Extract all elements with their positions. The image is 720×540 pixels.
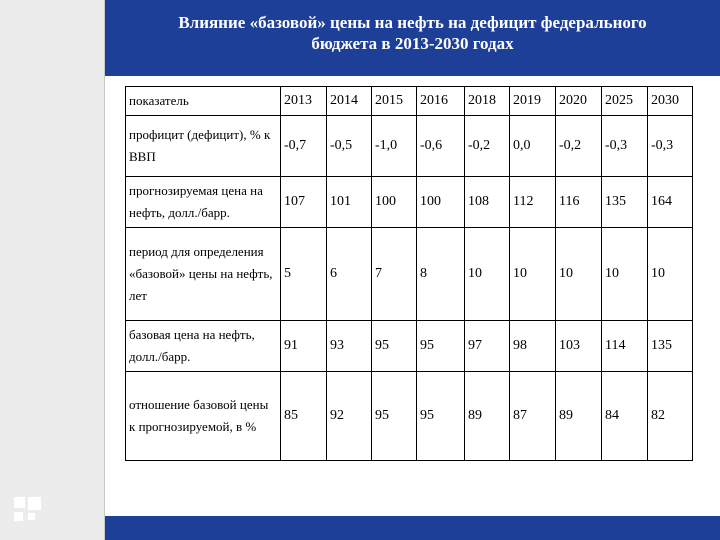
row-label: профицит (дефицит), % к ВВП	[125, 115, 281, 177]
table-cell: -1,0	[371, 115, 417, 177]
table-cell: 95	[416, 371, 465, 461]
table-cell: 84	[601, 371, 648, 461]
table-cell: 114	[601, 320, 648, 372]
table-row: профицит (дефицит), % к ВВП -0,7 -0,5 -1…	[125, 115, 693, 177]
table-cell: 89	[555, 371, 602, 461]
table-header-row: показатель 2013 2014 2015 2016 2018 2019…	[125, 86, 693, 116]
table-cell: 10	[464, 227, 510, 321]
slide-title-line-2: бюджета в 2013-2030 годах	[311, 34, 514, 53]
table-cell: 10	[601, 227, 648, 321]
table-row: отношение базовой цены к прогнозируемой,…	[125, 371, 693, 461]
table-cell: 108	[464, 176, 510, 228]
table-cell: 135	[647, 320, 693, 372]
table-row: базовая цена на нефть, долл./барр. 91 93…	[125, 320, 693, 372]
header-cell: 2016	[416, 86, 465, 116]
header-cell: 2025	[601, 86, 648, 116]
table-cell: 95	[371, 320, 417, 372]
table-cell: 98	[509, 320, 556, 372]
table-cell: -0,5	[326, 115, 372, 177]
budget-table: показатель 2013 2014 2015 2016 2018 2019…	[125, 86, 693, 461]
table-cell: 92	[326, 371, 372, 461]
table-cell: 91	[280, 320, 327, 372]
table-cell: 112	[509, 176, 556, 228]
table-cell: 97	[464, 320, 510, 372]
table-cell: 107	[280, 176, 327, 228]
table-cell: -0,6	[416, 115, 465, 177]
table-cell: 7	[371, 227, 417, 321]
table-cell: -0,2	[464, 115, 510, 177]
table-cell: 10	[555, 227, 602, 321]
row-label: базовая цена на нефть, долл./барр.	[125, 320, 281, 372]
row-label: отношение базовой цены к прогнозируемой,…	[125, 371, 281, 461]
table-cell: -0,3	[601, 115, 648, 177]
header-cell: 2020	[555, 86, 602, 116]
table-cell: 5	[280, 227, 327, 321]
sidebar-divider	[104, 0, 105, 540]
header-cell: 2018	[464, 86, 510, 116]
table-cell: 6	[326, 227, 372, 321]
table-cell: -0,7	[280, 115, 327, 177]
table-cell: 116	[555, 176, 602, 228]
table-cell: 101	[326, 176, 372, 228]
header-cell: 2013	[280, 86, 327, 116]
table-cell: 82	[647, 371, 693, 461]
row-label: период для определения «базовой» цены на…	[125, 227, 281, 321]
header-cell: показатель	[125, 86, 281, 116]
table-cell: -0,2	[555, 115, 602, 177]
table-row: прогнозируемая цена на нефть, долл./барр…	[125, 176, 693, 228]
table-cell: 89	[464, 371, 510, 461]
table-cell: 103	[555, 320, 602, 372]
header-cell: 2014	[326, 86, 372, 116]
four-squares-icon	[14, 497, 44, 527]
slide-title: Влияние «базовой» цены на нефть на дефиц…	[105, 12, 720, 54]
table-cell: 95	[416, 320, 465, 372]
left-sidebar-panel	[0, 0, 105, 540]
table-cell: 85	[280, 371, 327, 461]
title-banner	[105, 0, 720, 76]
table-cell: 10	[509, 227, 556, 321]
table-cell: -0,3	[647, 115, 693, 177]
table-row: период для определения «базовой» цены на…	[125, 227, 693, 321]
table-cell: 8	[416, 227, 465, 321]
footer-bar	[105, 516, 720, 540]
table-cell: 95	[371, 371, 417, 461]
table-cell: 100	[371, 176, 417, 228]
table-cell: 87	[509, 371, 556, 461]
slide-title-line-1: Влияние «базовой» цены на нефть на дефиц…	[178, 13, 647, 32]
table-cell: 0,0	[509, 115, 556, 177]
table-cell: 135	[601, 176, 648, 228]
table-cell: 10	[647, 227, 693, 321]
row-label: прогнозируемая цена на нефть, долл./барр…	[125, 176, 281, 228]
header-cell: 2030	[647, 86, 693, 116]
header-cell: 2019	[509, 86, 556, 116]
table-cell: 164	[647, 176, 693, 228]
header-cell: 2015	[371, 86, 417, 116]
table-cell: 100	[416, 176, 465, 228]
table-cell: 93	[326, 320, 372, 372]
